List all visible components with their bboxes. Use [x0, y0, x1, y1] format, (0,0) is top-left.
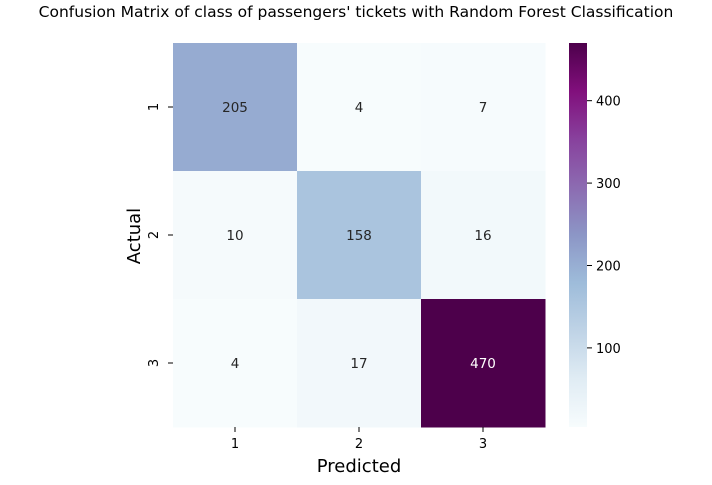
x-tick-label: 1 — [231, 437, 239, 452]
cell-value-label: 4 — [231, 356, 240, 372]
cell-value-label: 158 — [346, 228, 372, 244]
heatmap-cell — [297, 171, 422, 300]
y-tick-label: 2 — [147, 231, 162, 239]
cell-value-label: 16 — [474, 228, 491, 244]
y-axis-label: Actual — [124, 208, 145, 264]
heatmap-cell-labels: 205 4 7 10 158 16 4 17 470 — [222, 100, 496, 372]
heatmap-cell — [421, 299, 546, 428]
colorbar-tick-label: 300 — [596, 177, 621, 192]
colorbar — [569, 43, 587, 427]
cell-value-label: 10 — [226, 228, 243, 244]
heatmap-cell — [421, 171, 546, 300]
heatmap-cell — [173, 43, 298, 172]
colorbar-tick-label: 100 — [596, 342, 621, 357]
heatmap-cells — [173, 43, 546, 428]
colorbar-tick-label: 200 — [596, 259, 621, 274]
y-axis: 1 2 3 — [147, 103, 173, 367]
cell-value-label: 7 — [479, 100, 488, 116]
x-axis-label: Predicted — [317, 456, 402, 477]
y-tick-label: 3 — [147, 359, 162, 367]
y-tick-label: 1 — [147, 103, 162, 111]
heatmap-cell — [173, 171, 298, 300]
colorbar-tick-label: 400 — [596, 95, 621, 110]
cell-value-label: 470 — [470, 356, 496, 372]
heatmap-cell — [421, 43, 546, 172]
x-axis: 1 2 3 — [231, 427, 487, 452]
x-tick-label: 3 — [479, 437, 487, 452]
cell-value-label: 17 — [350, 356, 367, 372]
x-tick-label: 2 — [355, 437, 363, 452]
cell-value-label: 205 — [222, 100, 248, 116]
heatmap-cell — [173, 299, 298, 428]
cell-value-label: 4 — [355, 100, 364, 116]
colorbar-ticks: 100 200 300 400 — [587, 95, 621, 357]
heatmap-cell — [297, 43, 422, 172]
heatmap-cell — [297, 299, 422, 428]
chart-title: Confusion Matrix of class of passengers'… — [39, 3, 674, 21]
